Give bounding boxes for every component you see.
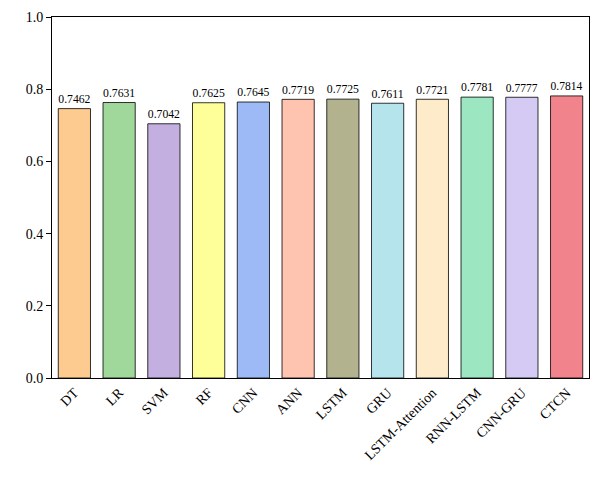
svg-text:0.0: 0.0 xyxy=(26,371,44,386)
svg-text:1.0: 1.0 xyxy=(26,10,44,25)
svg-text:RNN-LSTM: RNN-LSTM xyxy=(423,385,485,447)
svg-text:CNN-GRU: CNN-GRU xyxy=(473,385,529,441)
svg-text:0.7611: 0.7611 xyxy=(372,87,404,101)
svg-text:0.6: 0.6 xyxy=(26,154,44,169)
svg-text:ANN: ANN xyxy=(273,385,305,417)
svg-text:0.7725: 0.7725 xyxy=(327,83,359,96)
svg-text:0.7625: 0.7625 xyxy=(193,87,225,100)
svg-text:LSTM-Attention: LSTM-Attention xyxy=(362,385,440,463)
svg-text:CNN: CNN xyxy=(229,385,261,417)
svg-text:0.8: 0.8 xyxy=(26,82,44,97)
svg-text:CTCN: CTCN xyxy=(537,385,574,422)
svg-text:0.7042: 0.7042 xyxy=(148,108,180,121)
svg-text:0.7719: 0.7719 xyxy=(282,84,314,97)
svg-text:GRU: GRU xyxy=(363,385,395,417)
svg-text:LSTM: LSTM xyxy=(313,385,350,422)
svg-text:DT: DT xyxy=(58,385,82,409)
svg-text:RF: RF xyxy=(193,385,216,408)
svg-text:SVM: SVM xyxy=(139,385,171,417)
svg-text:0.7777: 0.7777 xyxy=(506,82,538,94)
svg-text:LR: LR xyxy=(103,385,127,409)
svg-text:0.7645: 0.7645 xyxy=(237,86,269,99)
svg-text:0.7814: 0.7814 xyxy=(551,80,583,92)
svg-text:0.7721: 0.7721 xyxy=(416,84,448,97)
svg-text:0.7631: 0.7631 xyxy=(103,87,135,100)
svg-text:0.7462: 0.7462 xyxy=(58,93,90,106)
svg-text:0.4: 0.4 xyxy=(26,227,44,242)
svg-text:0.7781: 0.7781 xyxy=(461,81,493,94)
svg-text:0.2: 0.2 xyxy=(26,299,44,314)
